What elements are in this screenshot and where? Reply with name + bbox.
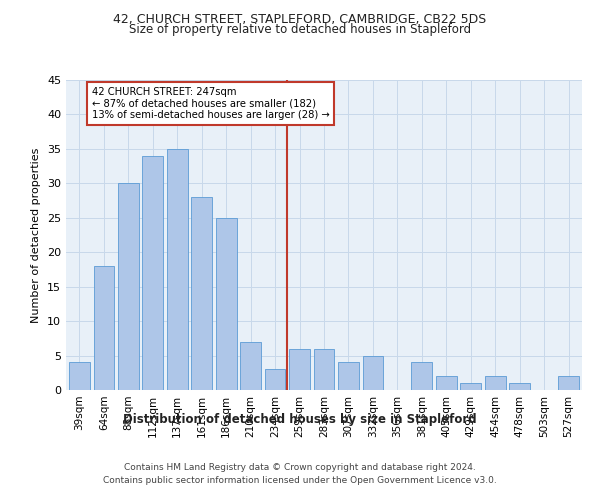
Bar — [265, 370, 286, 390]
Bar — [142, 156, 163, 390]
Bar — [118, 184, 139, 390]
Text: Contains HM Land Registry data © Crown copyright and database right 2024.: Contains HM Land Registry data © Crown c… — [124, 462, 476, 471]
Bar — [94, 266, 114, 390]
Bar — [485, 376, 506, 390]
Bar — [338, 362, 359, 390]
Bar — [289, 348, 310, 390]
Text: 42 CHURCH STREET: 247sqm
← 87% of detached houses are smaller (182)
13% of semi-: 42 CHURCH STREET: 247sqm ← 87% of detach… — [92, 87, 329, 120]
Bar — [412, 362, 432, 390]
Bar — [460, 383, 481, 390]
Bar — [216, 218, 236, 390]
Bar — [167, 149, 188, 390]
Bar — [69, 362, 90, 390]
Text: Contains public sector information licensed under the Open Government Licence v3: Contains public sector information licen… — [103, 476, 497, 485]
Bar — [558, 376, 579, 390]
Bar — [191, 197, 212, 390]
Bar — [362, 356, 383, 390]
Bar — [240, 342, 261, 390]
Bar — [314, 348, 334, 390]
Text: Size of property relative to detached houses in Stapleford: Size of property relative to detached ho… — [129, 24, 471, 36]
Bar — [509, 383, 530, 390]
Text: Distribution of detached houses by size in Stapleford: Distribution of detached houses by size … — [123, 412, 477, 426]
Text: 42, CHURCH STREET, STAPLEFORD, CAMBRIDGE, CB22 5DS: 42, CHURCH STREET, STAPLEFORD, CAMBRIDGE… — [113, 12, 487, 26]
Bar — [436, 376, 457, 390]
Y-axis label: Number of detached properties: Number of detached properties — [31, 148, 41, 322]
